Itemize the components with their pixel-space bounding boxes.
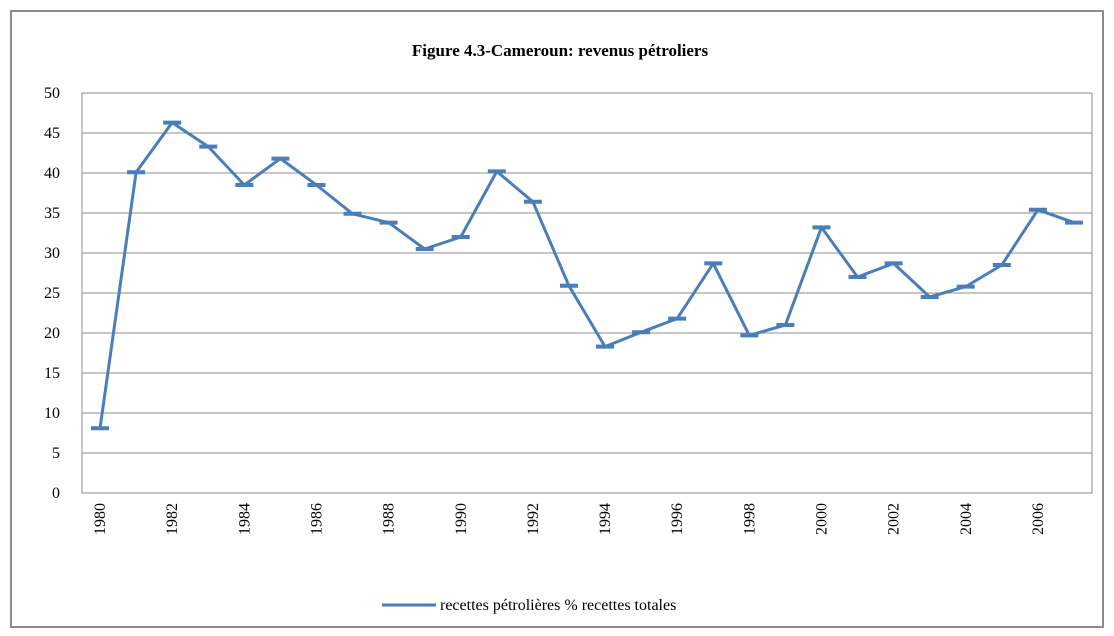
- x-tick-label: 1998: [741, 503, 758, 535]
- x-axis: 1980 1982 1984 1986 1988 1990 1992 1994 1996 1998…: [92, 503, 1047, 535]
- y-tick-label: 25: [44, 285, 60, 302]
- x-tick-label: 1984: [236, 503, 253, 535]
- y-tick-label: 5: [52, 445, 60, 462]
- y-tick-label: 20: [44, 325, 60, 342]
- x-tick-label: 2000: [813, 503, 830, 535]
- x-tick-label: 1990: [453, 503, 470, 535]
- y-axis: 0 5 10 15 20 25 30 35 40 45 50: [44, 85, 60, 502]
- legend: recettes pétrolières % recettes totales: [382, 597, 676, 614]
- x-tick-label: 1982: [164, 503, 181, 535]
- y-tick-label: 45: [44, 125, 60, 142]
- x-tick-label: 2006: [1030, 503, 1047, 535]
- y-tick-label: 50: [44, 85, 60, 102]
- y-tick-label: 40: [44, 165, 60, 182]
- x-tick-label: 1988: [381, 503, 398, 535]
- x-tick-label: 1994: [597, 503, 614, 535]
- y-tick-label: 0: [52, 485, 60, 502]
- x-tick-label: 1986: [308, 503, 325, 535]
- x-tick-label: 2002: [886, 503, 903, 535]
- x-tick-label: 1992: [525, 503, 542, 535]
- x-tick-label: 2004: [958, 503, 975, 535]
- grid-layer: [82, 92, 1092, 454]
- chart-frame: [10, 10, 1104, 628]
- series-line: [98, 121, 1075, 429]
- series-layer: [91, 120, 1083, 431]
- chart-title: Figure 4.3-Cameroun: revenus pétroliers: [412, 41, 709, 60]
- y-tick-label: 10: [44, 405, 60, 422]
- legend-label: recettes pétrolières % recettes totales: [440, 597, 676, 614]
- y-tick-label: 35: [44, 205, 60, 222]
- plot-area: [81, 92, 1093, 494]
- y-tick-label: 30: [44, 245, 60, 262]
- x-tick-label: 1996: [669, 503, 686, 535]
- x-tick-label: 1980: [92, 503, 109, 535]
- y-tick-label: 15: [44, 365, 60, 382]
